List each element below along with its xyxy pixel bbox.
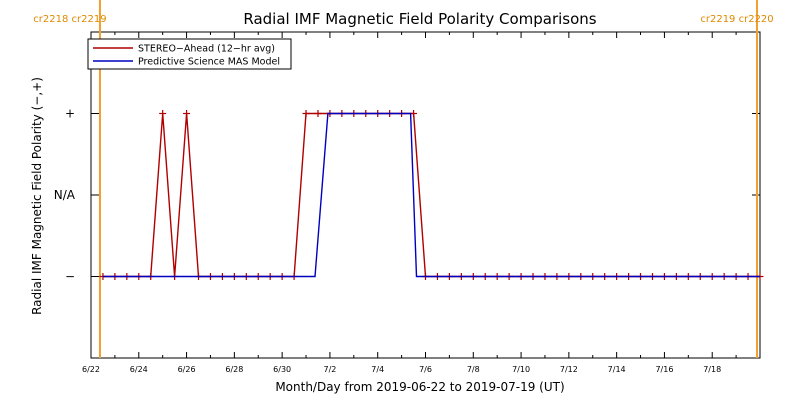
chart-title: Radial IMF Magnetic Field Polarity Compa…	[243, 10, 596, 28]
legend-label: STEREO−Ahead (12−hr avg)	[138, 44, 275, 55]
x-tick-label: 7/6	[419, 365, 432, 374]
legend: STEREO−Ahead (12−hr avg) Predictive Scien…	[87, 38, 292, 70]
x-tick-label: 7/12	[560, 365, 578, 374]
x-tick-label: 7/8	[467, 365, 480, 374]
carrington-rotation-label: cr2218 cr2219	[33, 14, 106, 25]
x-tick-label: 7/16	[655, 365, 673, 374]
x-tick-label: 6/30	[273, 365, 291, 374]
data-point-marker	[302, 110, 310, 117]
x-tick-label: 7/18	[703, 365, 721, 374]
y-tick-label: N/A	[54, 188, 76, 202]
x-tick-label: 7/14	[608, 365, 626, 374]
legend-label: Predictive Science MAS Model	[138, 57, 280, 68]
data-point-marker	[183, 110, 191, 117]
plot-frame	[90, 31, 761, 359]
data-point-marker	[314, 110, 322, 117]
carrington-rotation-label: cr2219 cr2220	[700, 14, 773, 25]
x-tick-label: 7/2	[323, 365, 336, 374]
x-tick-label: 6/22	[82, 365, 100, 374]
axes: 6/22 6/24 6/26 6/28 6/30 7/2 7/4 7/6 7/8 7/10 7/12…	[54, 31, 761, 374]
y-tick-label: +	[65, 107, 75, 121]
y-axis-label: Radial IMF Magnetic Field Polarity (−,+)	[30, 77, 44, 315]
x-axis-label: Month/Day from 2019-06-22 to 2019-07-19 …	[275, 380, 564, 394]
x-tick-label: 7/10	[512, 365, 530, 374]
y-tick-label: −	[65, 270, 75, 284]
data-point-marker	[159, 110, 167, 117]
x-tick-label: 6/26	[178, 365, 196, 374]
x-tick-label: 7/4	[371, 365, 384, 374]
series-line	[102, 112, 760, 278]
series-line	[102, 112, 760, 278]
x-tick-label: 6/24	[130, 365, 148, 374]
x-tick-label: 6/28	[225, 365, 243, 374]
legend-box	[87, 38, 292, 70]
series-group	[99, 110, 764, 280]
